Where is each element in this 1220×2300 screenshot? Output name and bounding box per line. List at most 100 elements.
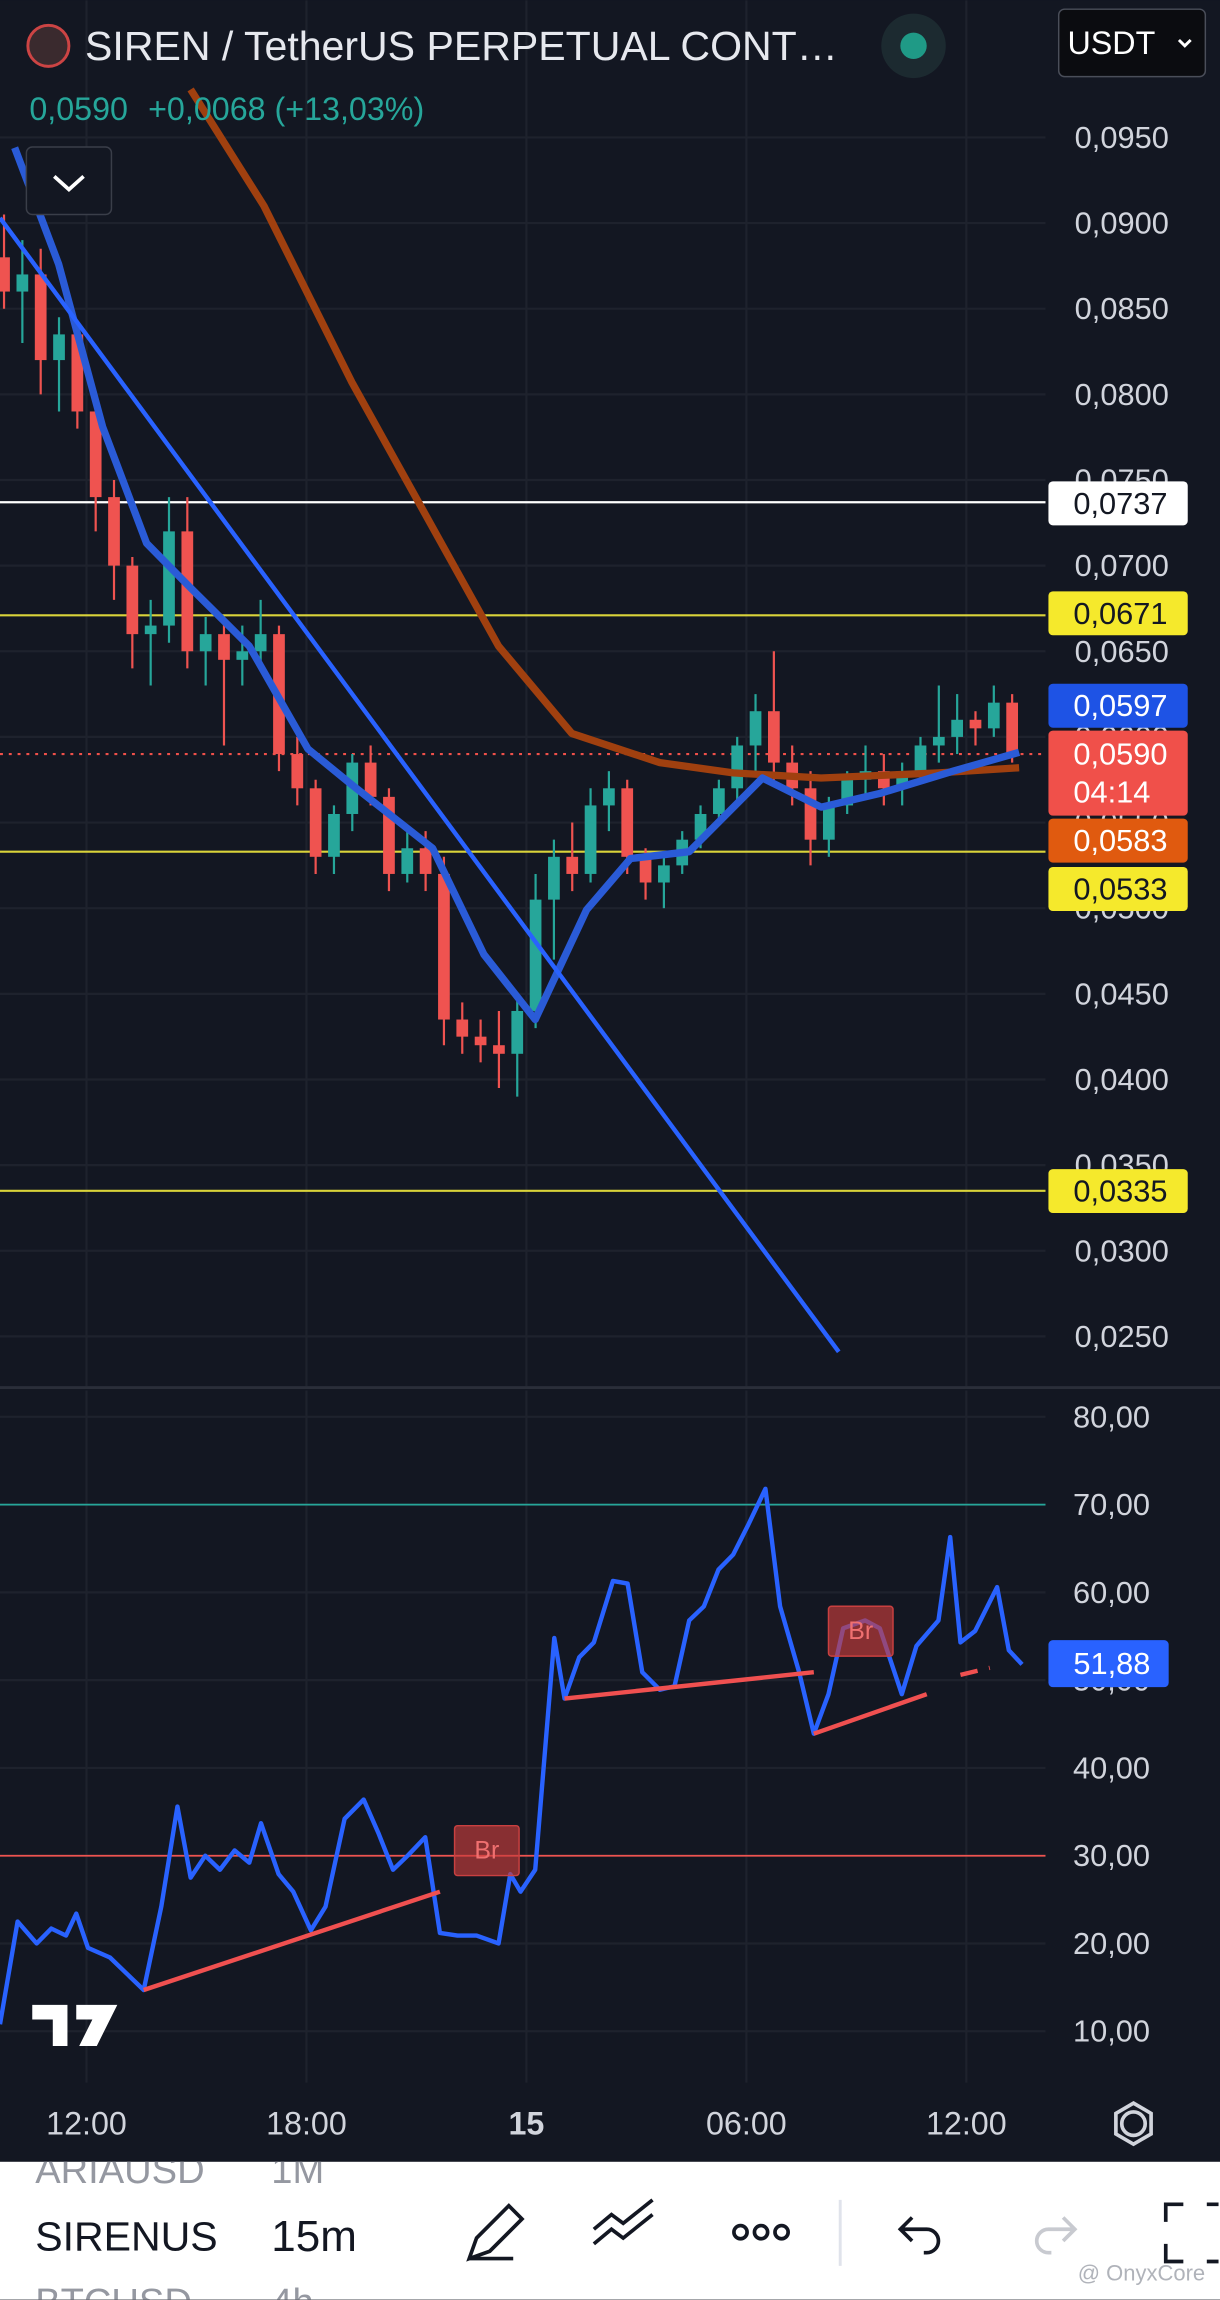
candle-body [199, 634, 212, 652]
divergence-label: Br [474, 1837, 499, 1865]
candle-body [804, 788, 817, 840]
x-tick-label: 15 [508, 2106, 544, 2142]
candle-body [144, 625, 157, 635]
y-tick-label: 10,00 [1073, 2014, 1150, 2049]
price-badge [1048, 683, 1188, 728]
symbol-logo [26, 23, 71, 68]
line [11, 146, 1021, 1024]
candle-body [987, 702, 1000, 729]
symbol-list: ARIAUSD 1M SIRENUS 15m BTCUSD 4h [35, 2149, 357, 2300]
symbol-interval: 15m [271, 2212, 357, 2261]
chevron [53, 174, 85, 193]
tv-logo [32, 2004, 118, 2046]
candle-body [822, 805, 835, 840]
y-tick-label: 0,0950 [1075, 120, 1169, 155]
redo[interactable] [1034, 2216, 1078, 2255]
symbol-title[interactable]: SIREN / TetherUS PERPETUAL CONT… [85, 23, 838, 69]
candle-body [181, 531, 194, 652]
price-badge-label: 0,0597 [1073, 688, 1167, 723]
candle-body [548, 856, 560, 900]
price-badge-label: 0,0737 [1073, 486, 1167, 521]
y-tick-label: 0,0900 [1075, 206, 1169, 241]
collapse-button[interactable] [25, 146, 113, 216]
price-badge-label: 0,0590 [1073, 737, 1167, 772]
candle-body [401, 848, 414, 874]
y-tick-label: 0,0850 [1075, 291, 1169, 326]
settings-icon[interactable] [1119, 2110, 1148, 2138]
line [564, 1670, 815, 1701]
candle-body [474, 1036, 487, 1046]
y-tick-label: 40,00 [1073, 1750, 1150, 1785]
price-pane [0, 87, 1046, 1354]
settings-icon-outline [1114, 2101, 1153, 2147]
candle-body [639, 856, 652, 883]
draw-tool[interactable] [466, 2203, 525, 2262]
candle-body [932, 736, 945, 746]
more-dot[interactable] [732, 2223, 749, 2241]
candle-body [71, 334, 84, 412]
x-tick-label: 12:00 [926, 2106, 1007, 2142]
last-price: 0,0590 [29, 91, 128, 127]
fullscreen[interactable] [1163, 2202, 1219, 2264]
candle-body [108, 497, 120, 566]
currency-label: USDT [1068, 25, 1156, 61]
symbol-name[interactable]: BTCUSD [35, 2281, 192, 2300]
grid [0, 0, 1046, 2083]
candle-body [603, 788, 615, 806]
y-tick-label: 30,00 [1073, 1838, 1150, 1873]
y-tick-label: 0,0450 [1075, 976, 1169, 1011]
divergence-box [827, 1605, 894, 1657]
price-badge-label: 0,0671 [1073, 596, 1167, 631]
watermark: @ OnyxCore [1078, 2261, 1205, 2286]
symbol-name[interactable]: SIRENUS [35, 2214, 217, 2260]
background [0, 0, 1220, 2161]
price-badge [1048, 866, 1188, 911]
candle-body [236, 651, 249, 660]
candle-body [896, 771, 909, 789]
candle-body [694, 813, 707, 840]
candle-body [749, 711, 762, 746]
value-badge [1048, 1640, 1169, 1688]
currency-select[interactable] [1057, 8, 1207, 78]
candle-body [566, 856, 579, 874]
y-tick-label: 0,0800 [1075, 377, 1169, 412]
candle-body [89, 411, 102, 498]
candle-body [0, 257, 10, 292]
y-tick-label: 0,0400 [1075, 1062, 1169, 1097]
price-badge-label: 0,0583 [1073, 823, 1167, 858]
candle-body [529, 899, 542, 1011]
more-dot [773, 2223, 790, 2241]
line [187, 87, 1020, 782]
y-tick-label: 0,0650 [1075, 634, 1169, 669]
symbol-name[interactable]: ARIAUSD [35, 2149, 204, 2192]
countdown: 04:14 [1073, 775, 1150, 810]
trend-tool[interactable] [592, 2198, 654, 2246]
candle-body [584, 805, 597, 874]
candle-body [291, 754, 304, 789]
divergence-label: Br [848, 1617, 873, 1645]
candle-body [914, 745, 927, 772]
price-badge [1048, 730, 1188, 816]
value-badge-label: 51,88 [1073, 1646, 1150, 1681]
chevron [1177, 38, 1192, 48]
line [0, 216, 841, 1354]
undo[interactable] [897, 2216, 941, 2255]
candle-body [16, 274, 29, 292]
candle-body [951, 719, 964, 737]
candle-body [841, 779, 854, 806]
candle-body [309, 788, 322, 857]
candle-body [731, 745, 744, 789]
candle-body [438, 873, 450, 1020]
symbol-interval: 1M [271, 2149, 324, 2192]
candle-body [767, 711, 780, 763]
price-badge [1048, 818, 1188, 863]
symbol-interval: 4h [271, 2281, 313, 2300]
line [143, 1889, 441, 1993]
y-tick-label: 0,0700 [1075, 548, 1169, 583]
candle-body [34, 274, 47, 361]
candle-body [419, 848, 432, 874]
y-tick-label: 60,00 [1073, 1575, 1150, 1610]
